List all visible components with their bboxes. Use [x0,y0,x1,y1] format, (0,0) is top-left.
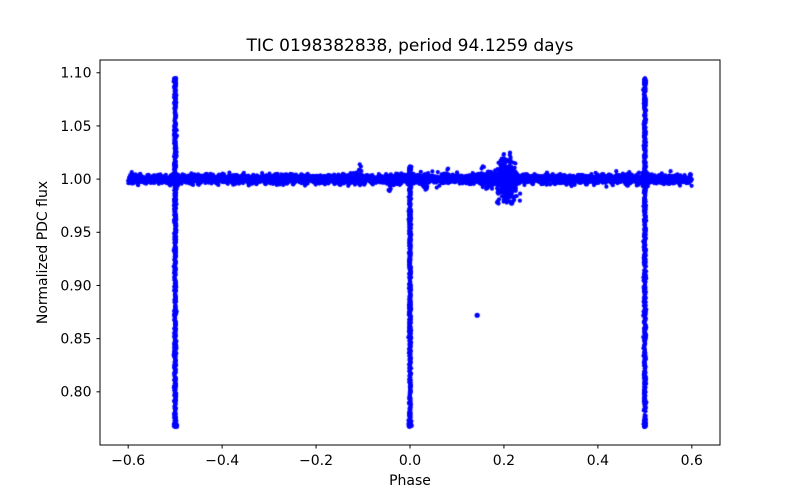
x-tick-label: −0.6 [111,453,145,469]
y-tick-label: 1.10 [60,66,91,82]
y-tick-label: 1.05 [60,119,91,135]
plot-frame [99,59,721,446]
y-axis-label: Normalized PDC flux [35,181,51,324]
y-tick-label: 0.95 [60,225,91,241]
x-tick-label: 0.0 [399,453,421,469]
x-axis: −0.6 −0.4 −0.2 0.0 0.2 0.4 0.6 [111,445,703,469]
x-tick-label: −0.4 [205,453,239,469]
x-tick-label: 0.6 [681,453,703,469]
x-tick-label: 0.2 [493,453,515,469]
x-tick-label: −0.2 [299,453,333,469]
chart-title: TIC 0198382838, period 94.1259 days [245,36,573,56]
y-tick-label: 0.80 [60,385,91,401]
y-tick-label: 0.90 [60,278,91,294]
y-tick-label: 0.85 [60,332,91,348]
x-tick-label: 0.4 [587,453,609,469]
y-axis: 0.80 0.85 0.90 0.95 1.00 1.05 1.10 [60,66,100,401]
x-axis-label: Phase [389,473,431,489]
y-tick-label: 1.00 [60,172,91,188]
